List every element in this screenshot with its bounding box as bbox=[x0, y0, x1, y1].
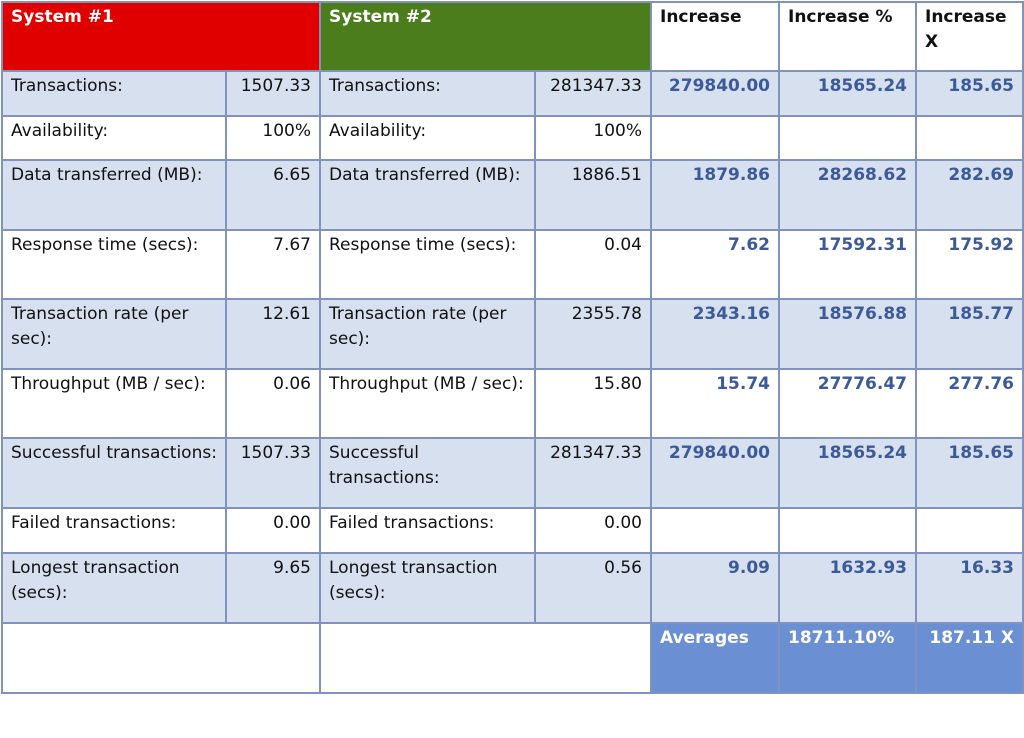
increase-x-value: 16.33 bbox=[915, 552, 1024, 624]
averages-blank-system2 bbox=[319, 622, 652, 694]
table-row: Transaction rate (per sec): 12.61 Transa… bbox=[1, 298, 1024, 370]
system1-label: Data transferred (MB): bbox=[1, 159, 227, 231]
increase-value: 7.62 bbox=[650, 229, 780, 300]
increase-pct-value: 1632.93 bbox=[778, 552, 917, 624]
header-row: System #1 System #2 Increase Increase % … bbox=[1, 1, 1024, 72]
system1-value: 1507.33 bbox=[225, 70, 321, 117]
increase-value bbox=[650, 115, 780, 161]
system1-value: 0.00 bbox=[225, 507, 321, 554]
increase-pct-value: 18565.24 bbox=[778, 437, 917, 509]
increase-x-header: Increase X bbox=[915, 1, 1024, 72]
system1-value: 6.65 bbox=[225, 159, 321, 231]
system2-value: 100% bbox=[534, 115, 652, 161]
increase-value: 1879.86 bbox=[650, 159, 780, 231]
system2-value: 281347.33 bbox=[534, 437, 652, 509]
system2-header: System #2 bbox=[319, 1, 652, 72]
system1-label: Transactions: bbox=[1, 70, 227, 117]
increase-pct-value: 28268.62 bbox=[778, 159, 917, 231]
table-row: Availability: 100% Availability: 100% bbox=[1, 115, 1024, 161]
increase-value: 15.74 bbox=[650, 368, 780, 439]
system2-label: Successful transactions: bbox=[319, 437, 536, 509]
system1-label: Throughput (MB / sec): bbox=[1, 368, 227, 439]
system2-value: 15.80 bbox=[534, 368, 652, 439]
increase-pct-value: 18565.24 bbox=[778, 70, 917, 117]
increase-x-value: 175.92 bbox=[915, 229, 1024, 300]
table-row: Successful transactions: 1507.33 Success… bbox=[1, 437, 1024, 509]
system2-value: 0.00 bbox=[534, 507, 652, 554]
increase-pct-value bbox=[778, 115, 917, 161]
increase-value: 9.09 bbox=[650, 552, 780, 624]
table-row: Failed transactions: 0.00 Failed transac… bbox=[1, 507, 1024, 554]
system1-label: Successful transactions: bbox=[1, 437, 227, 509]
increase-x-value: 185.65 bbox=[915, 437, 1024, 509]
system1-label: Availability: bbox=[1, 115, 227, 161]
increase-x-value bbox=[915, 115, 1024, 161]
averages-increase-x: 187.11 X bbox=[915, 622, 1024, 694]
system1-value: 12.61 bbox=[225, 298, 321, 370]
increase-x-value: 185.65 bbox=[915, 70, 1024, 117]
system2-label: Throughput (MB / sec): bbox=[319, 368, 536, 439]
system1-label: Response time (secs): bbox=[1, 229, 227, 300]
increase-value: 279840.00 bbox=[650, 437, 780, 509]
system2-label: Transactions: bbox=[319, 70, 536, 117]
system2-value: 1886.51 bbox=[534, 159, 652, 231]
increase-pct-header: Increase % bbox=[778, 1, 917, 72]
increase-value bbox=[650, 507, 780, 554]
system2-label: Longest transaction (secs): bbox=[319, 552, 536, 624]
increase-value: 279840.00 bbox=[650, 70, 780, 117]
system2-value: 0.56 bbox=[534, 552, 652, 624]
increase-value: 2343.16 bbox=[650, 298, 780, 370]
increase-pct-value: 18576.88 bbox=[778, 298, 917, 370]
increase-header: Increase bbox=[650, 1, 780, 72]
system2-label: Availability: bbox=[319, 115, 536, 161]
table-row: Data transferred (MB): 6.65 Data transfe… bbox=[1, 159, 1024, 231]
system1-value: 0.06 bbox=[225, 368, 321, 439]
system2-label: Response time (secs): bbox=[319, 229, 536, 300]
system2-value: 281347.33 bbox=[534, 70, 652, 117]
increase-pct-value: 27776.47 bbox=[778, 368, 917, 439]
comparison-table: System #1 System #2 Increase Increase % … bbox=[1, 1, 1024, 694]
table-row: Longest transaction (secs): 9.65 Longest… bbox=[1, 552, 1024, 624]
system1-value: 9.65 bbox=[225, 552, 321, 624]
system2-label: Transaction rate (per sec): bbox=[319, 298, 536, 370]
system2-value: 2355.78 bbox=[534, 298, 652, 370]
system1-value: 1507.33 bbox=[225, 437, 321, 509]
system2-value: 0.04 bbox=[534, 229, 652, 300]
table-row: Response time (secs): 7.67 Response time… bbox=[1, 229, 1024, 300]
increase-pct-value: 17592.31 bbox=[778, 229, 917, 300]
table-row: Transactions: 1507.33 Transactions: 2813… bbox=[1, 70, 1024, 117]
increase-x-value: 282.69 bbox=[915, 159, 1024, 231]
increase-x-value bbox=[915, 507, 1024, 554]
system1-value: 100% bbox=[225, 115, 321, 161]
averages-increase-pct: 18711.10% bbox=[778, 622, 917, 694]
system1-label: Transaction rate (per sec): bbox=[1, 298, 227, 370]
averages-blank-system1 bbox=[1, 622, 321, 694]
averages-label: Averages bbox=[650, 622, 780, 694]
system2-label: Failed transactions: bbox=[319, 507, 536, 554]
system1-label: Longest transaction (secs): bbox=[1, 552, 227, 624]
increase-pct-value bbox=[778, 507, 917, 554]
system1-value: 7.67 bbox=[225, 229, 321, 300]
averages-row: Averages 18711.10% 187.11 X bbox=[1, 622, 1024, 694]
table-row: Throughput (MB / sec): 0.06 Throughput (… bbox=[1, 368, 1024, 439]
system1-label: Failed transactions: bbox=[1, 507, 227, 554]
increase-x-value: 185.77 bbox=[915, 298, 1024, 370]
increase-x-value: 277.76 bbox=[915, 368, 1024, 439]
system1-header: System #1 bbox=[1, 1, 321, 72]
system2-label: Data transferred (MB): bbox=[319, 159, 536, 231]
